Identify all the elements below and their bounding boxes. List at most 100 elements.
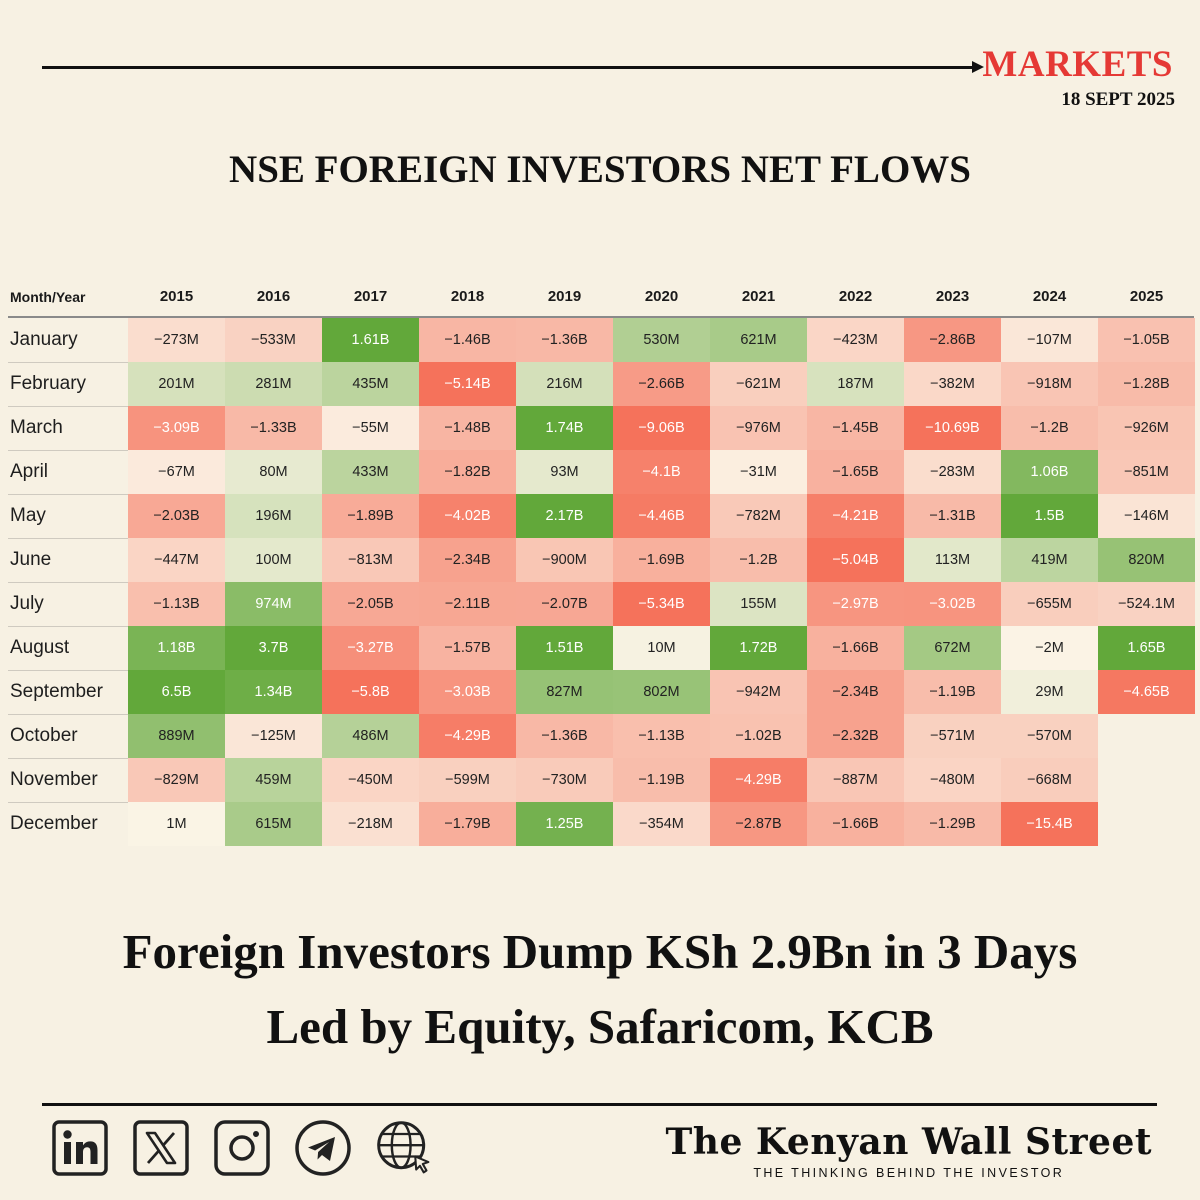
heatmap-cell: −1.89B — [322, 494, 419, 538]
heatmap-cell: 459M — [225, 758, 322, 802]
row-separator — [8, 714, 128, 715]
heatmap-cell: −4.65B — [1098, 670, 1195, 714]
heatmap-cell: −9.06B — [613, 406, 710, 450]
heatmap-cell: −813M — [322, 538, 419, 582]
instagram-icon[interactable] — [212, 1118, 272, 1178]
heatmap-cell: −2M — [1001, 626, 1098, 670]
heatmap-cell: −1.66B — [807, 626, 904, 670]
heatmap-cell: −218M — [322, 802, 419, 846]
heatmap-cell: 1.51B — [516, 626, 613, 670]
heatmap-cell: −125M — [225, 714, 322, 758]
heatmap-cell: −2.05B — [322, 582, 419, 626]
date-label: 18 SEPT 2025 — [1061, 89, 1175, 110]
heatmap-cell: −926M — [1098, 406, 1195, 450]
row-separator — [8, 626, 128, 627]
heatmap-cell: −1.33B — [225, 406, 322, 450]
heatmap-cell: −450M — [322, 758, 419, 802]
heatmap-cell: −599M — [419, 758, 516, 802]
heatmap-cell: −1.19B — [613, 758, 710, 802]
telegram-icon[interactable] — [293, 1118, 353, 1178]
heatmap-cell: 201M — [128, 362, 225, 406]
heatmap-cell: −730M — [516, 758, 613, 802]
x-icon[interactable] — [131, 1118, 191, 1178]
heatmap-cell: 827M — [516, 670, 613, 714]
heatmap-cell: −2.32B — [807, 714, 904, 758]
heatmap-cell: 820M — [1098, 538, 1195, 582]
linkedin-icon[interactable] — [50, 1118, 110, 1178]
heatmap-cell: 1.18B — [128, 626, 225, 670]
month-label-july: July — [10, 593, 44, 614]
heatmap-cell: 672M — [904, 626, 1001, 670]
month-label-october: October — [10, 725, 78, 746]
heatmap-cell: −3.02B — [904, 582, 1001, 626]
heatmap-cell: −3.27B — [322, 626, 419, 670]
heatmap-cell: −2.86B — [904, 318, 1001, 362]
heatmap-cell: −533M — [225, 318, 322, 362]
heatmap-cell: −146M — [1098, 494, 1195, 538]
header-rule — [42, 66, 977, 69]
month-label-december: December — [10, 813, 98, 834]
heatmap-cell: −67M — [128, 450, 225, 494]
heatmap-cell: 6.5B — [128, 670, 225, 714]
heatmap-cell: −4.46B — [613, 494, 710, 538]
heatmap-cell: −1.28B — [1098, 362, 1195, 406]
social-links — [50, 1118, 434, 1178]
row-separator — [8, 538, 128, 539]
heatmap-cell: −4.21B — [807, 494, 904, 538]
heatmap-cell: −10.69B — [904, 406, 1001, 450]
year-header-2017: 2017 — [353, 288, 388, 305]
heatmap-cell: 1.34B — [225, 670, 322, 714]
month-label-november: November — [10, 769, 98, 790]
heatmap-cell: 802M — [613, 670, 710, 714]
heatmap-cell: −354M — [613, 802, 710, 846]
heatmap-cell: −2.66B — [613, 362, 710, 406]
heatmap-cell: −4.02B — [419, 494, 516, 538]
month-label-january: January — [10, 329, 78, 350]
heatmap-cell: 1.74B — [516, 406, 613, 450]
row-separator — [8, 406, 128, 407]
year-header-2020: 2020 — [644, 288, 679, 305]
heatmap-cell: 433M — [322, 450, 419, 494]
heatmap-cell: 1.06B — [1001, 450, 1098, 494]
heatmap-cell: −31M — [710, 450, 807, 494]
month-label-may: May — [10, 505, 46, 526]
header-divider — [8, 316, 1194, 318]
heatmap-cell: −5.34B — [613, 582, 710, 626]
heatmap-cell: −1.13B — [613, 714, 710, 758]
heatmap-cell: 2.17B — [516, 494, 613, 538]
globe-icon[interactable] — [374, 1118, 434, 1178]
heatmap-cell: −1.02B — [710, 714, 807, 758]
heatmap-cell: 419M — [1001, 538, 1098, 582]
heatmap-cell: 10M — [613, 626, 710, 670]
heatmap-cell: 155M — [710, 582, 807, 626]
row-separator — [8, 450, 128, 451]
header-arrow — [972, 61, 984, 73]
row-separator — [8, 582, 128, 583]
heatmap-cell: −1.82B — [419, 450, 516, 494]
heatmap-cell: −1.19B — [904, 670, 1001, 714]
heatmap-cell: 216M — [516, 362, 613, 406]
heatmap-cell: 435M — [322, 362, 419, 406]
heatmap-cell: −1.29B — [904, 802, 1001, 846]
row-separator — [8, 494, 128, 495]
brand-block: The Kenyan Wall Street THE THINKING BEHI… — [666, 1124, 1152, 1180]
heatmap-cell: −782M — [710, 494, 807, 538]
heatmap-cell: −1.57B — [419, 626, 516, 670]
heatmap-cell: −1.65B — [807, 450, 904, 494]
heatmap-cell: −668M — [1001, 758, 1098, 802]
heatmap-cell: −2.97B — [807, 582, 904, 626]
heatmap-cell: −1.45B — [807, 406, 904, 450]
heatmap-cell: 621M — [710, 318, 807, 362]
heatmap-cell: 187M — [807, 362, 904, 406]
row-separator — [8, 758, 128, 759]
heatmap-cell: 196M — [225, 494, 322, 538]
heatmap-cell: −2.87B — [710, 802, 807, 846]
month-label-june: June — [10, 549, 52, 570]
heatmap-cell: −4.1B — [613, 450, 710, 494]
heatmap-cell: 80M — [225, 450, 322, 494]
month-label-april: April — [10, 461, 49, 482]
heatmap-cell: −1.69B — [613, 538, 710, 582]
year-header-2022: 2022 — [838, 288, 873, 305]
month-label-february: February — [10, 373, 87, 394]
heatmap-cell: −2.11B — [419, 582, 516, 626]
